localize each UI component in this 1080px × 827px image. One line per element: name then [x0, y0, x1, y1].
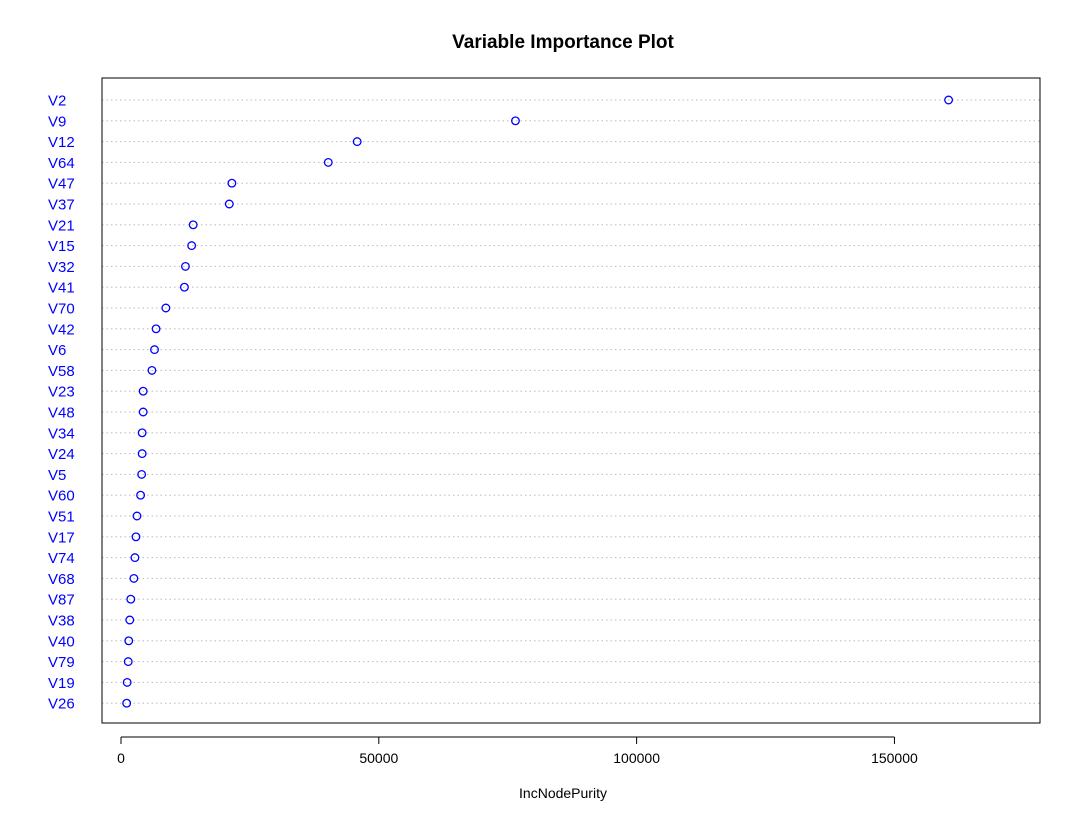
- x-tick-label: 150000: [871, 750, 918, 766]
- x-tick-label: 100000: [613, 750, 660, 766]
- variable-label-v70: V70: [48, 301, 75, 318]
- variable-label-v21: V21: [48, 217, 75, 234]
- data-points: [122, 95, 954, 708]
- data-point-v74: [130, 553, 140, 563]
- data-point-v79: [123, 657, 133, 667]
- data-point-v26: [122, 698, 132, 708]
- variable-label-v34: V34: [48, 425, 75, 442]
- variable-label-v12: V12: [48, 134, 75, 151]
- variable-label-v51: V51: [48, 509, 75, 526]
- variable-label-v87: V87: [48, 592, 75, 609]
- variable-label-v47: V47: [48, 176, 75, 193]
- variable-label-v32: V32: [48, 259, 75, 276]
- variable-label-v48: V48: [48, 405, 75, 422]
- variable-label-v68: V68: [48, 571, 75, 588]
- data-point-v9: [511, 116, 520, 126]
- data-point-v38: [125, 615, 135, 625]
- x-axis: 0 50000 100000 150000: [117, 736, 918, 766]
- variable-label-v64: V64: [48, 155, 75, 172]
- variable-label-v6: V6: [48, 342, 66, 359]
- variable-label-v41: V41: [48, 280, 75, 297]
- variable-label-v26: V26: [48, 696, 75, 713]
- variable-label-v37: V37: [48, 197, 75, 214]
- data-point-v58: [147, 365, 157, 375]
- data-point-v12: [352, 137, 362, 147]
- variable-label-v15: V15: [48, 238, 75, 255]
- data-point-v41: [179, 282, 189, 292]
- data-point-v64: [323, 157, 333, 167]
- variable-label-v42: V42: [48, 321, 75, 338]
- data-point-v68: [129, 573, 139, 583]
- data-point-v15: [187, 241, 197, 251]
- x-tick-label: 50000: [359, 750, 398, 766]
- data-point-v21: [188, 220, 198, 230]
- x-tick-label: 0: [117, 750, 125, 766]
- data-point-v40: [124, 636, 134, 646]
- data-point-v5: [137, 469, 147, 479]
- data-point-v87: [126, 594, 136, 604]
- data-point-v70: [161, 303, 171, 313]
- variable-labels: V2 V9 V12 V64 V47 V37 V21 V15 V32 V41 V70 V42 V6 V58 V…: [48, 93, 75, 713]
- variable-label-v60: V60: [48, 488, 75, 505]
- data-point-v42: [151, 324, 161, 334]
- data-point-v2: [944, 95, 954, 105]
- variable-label-v24: V24: [48, 446, 75, 463]
- variable-label-v79: V79: [48, 654, 75, 671]
- data-point-v60: [136, 490, 146, 500]
- variable-label-v9: V9: [48, 113, 66, 130]
- data-point-v6: [150, 345, 159, 355]
- variable-label-v38: V38: [48, 613, 75, 630]
- data-point-v32: [181, 261, 190, 271]
- variable-label-v5: V5: [48, 467, 66, 484]
- variable-label-v17: V17: [48, 529, 75, 546]
- data-point-v47: [227, 178, 237, 188]
- variable-label-v19: V19: [48, 675, 75, 692]
- data-point-v48: [138, 407, 148, 417]
- variable-label-v58: V58: [48, 363, 75, 380]
- data-point-v19: [122, 677, 132, 687]
- variable-label-v74: V74: [48, 550, 75, 567]
- grid-lines: [102, 99, 1040, 704]
- data-point-v17: [131, 532, 141, 542]
- chart-title: Variable Importance Plot: [452, 32, 674, 53]
- data-point-v51: [132, 511, 142, 521]
- variable-label-v2: V2: [48, 93, 66, 110]
- data-point-v23: [138, 386, 148, 396]
- variable-label-v40: V40: [48, 633, 75, 650]
- data-point-v34: [137, 428, 147, 438]
- x-axis-label: IncNodePurity: [519, 785, 607, 801]
- data-point-v37: [224, 199, 234, 209]
- data-point-v24: [137, 449, 147, 459]
- plot-frame: [101, 77, 1041, 724]
- variable-label-v23: V23: [48, 384, 75, 401]
